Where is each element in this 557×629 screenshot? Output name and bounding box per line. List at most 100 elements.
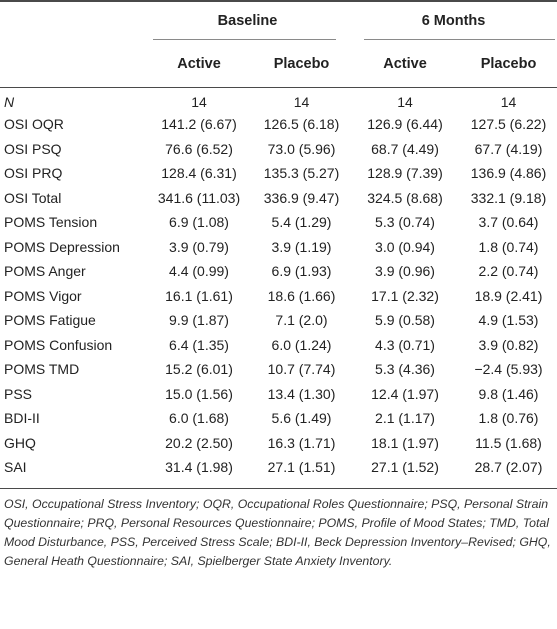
row-label: GHQ [4, 434, 36, 451]
table-cell: 135.3 (5.27) [263, 165, 340, 182]
table-cell: 6.9 (1.93) [271, 263, 332, 280]
table-cell: 28.7 (2.07) [474, 459, 543, 476]
table-top-rule [0, 0, 557, 2]
group-header-baseline-underline [153, 39, 336, 40]
header-blank-cell [0, 2, 145, 40]
table-cell: 4.9 (1.53) [478, 312, 539, 329]
table-cell: 2.2 (0.74) [478, 263, 539, 280]
results-table: Baseline 6 Months Active Placebo Active … [0, 2, 557, 480]
table-row: POMS Anger 4.4 (0.99) 6.9 (1.93) 3.9 (0.96)… [0, 259, 557, 284]
group-header-6-months-underline [364, 39, 556, 40]
sub-header-6-months-active: Active [350, 40, 460, 88]
table-cell: 15.0 (1.56) [165, 385, 233, 402]
table-row: OSI OQR 141.2 (6.67) 126.5 (6.18) 126.9 (6.… [0, 112, 557, 137]
table-row: GHQ 20.2 (2.50) 16.3 (1.71) 18.1 (1.97) 11.5… [0, 431, 557, 456]
table-row: SAI 31.4 (1.98) 27.1 (1.51) 27.1 (1.52) 28.7… [0, 455, 557, 480]
table-cell: 16.3 (1.71) [267, 434, 336, 451]
table-footnote: OSI, Occupational Stress Inventory; OQR,… [4, 497, 551, 568]
table-cell: −2.4 (5.93) [474, 361, 543, 378]
table-cell: 3.9 (0.96) [375, 263, 435, 280]
group-header-baseline-label: Baseline [217, 13, 278, 29]
table-cell: 9.8 (1.46) [478, 385, 539, 402]
table-row: OSI PRQ 128.4 (6.31) 135.3 (5.27) 128.9 (7.… [0, 161, 557, 186]
row-label: OSI Total [4, 189, 62, 206]
table-cell: 5.9 (0.58) [375, 312, 435, 329]
row-label: BDI-II [4, 410, 40, 427]
row-label: SAI [4, 459, 27, 476]
table-row: POMS Depression 3.9 (0.79) 3.9 (1.19) 3.0 (… [0, 235, 557, 260]
table-cell: 76.6 (6.52) [165, 140, 233, 157]
table-cell: 5.3 (0.74) [375, 214, 435, 231]
table-cell: 14 [293, 94, 310, 110]
table-row: POMS Vigor 16.1 (1.61) 18.6 (1.66) 17.1 (2.… [0, 284, 557, 309]
table-cell: 126.5 (6.18) [263, 116, 340, 133]
row-label: POMS Tension [4, 214, 98, 231]
table-cell: 128.4 (6.31) [161, 165, 237, 182]
group-header-6-months-label: 6 Months [421, 13, 486, 29]
table-row: POMS Tension 6.9 (1.08) 5.4 (1.29) 5.3 (0.7… [0, 210, 557, 235]
table-cell: 6.9 (1.08) [169, 214, 229, 231]
table-cell: 67.7 (4.19) [474, 140, 543, 157]
table-cell: 126.9 (6.44) [367, 116, 443, 133]
group-header-6-months: 6 Months [350, 2, 557, 40]
row-label: OSI PRQ [4, 165, 63, 182]
table-cell: 6.0 (1.24) [271, 336, 332, 353]
table-row: N 14 14 14 14 [0, 88, 557, 113]
table-cell: 324.5 (8.68) [367, 189, 443, 206]
row-label: POMS Depression [4, 238, 120, 255]
table-row: PSS 15.0 (1.56) 13.4 (1.30) 12.4 (1.97) 9.8 … [0, 382, 557, 407]
table-cell: 18.6 (1.66) [267, 287, 336, 304]
table-cell: 12.4 (1.97) [371, 385, 439, 402]
table-cell: 4.3 (0.71) [375, 336, 435, 353]
table-cell: 5.6 (1.49) [271, 410, 332, 427]
group-header-row: Baseline 6 Months [0, 2, 557, 40]
table-cell: 3.9 (0.79) [169, 238, 229, 255]
table-cell: 31.4 (1.98) [165, 459, 233, 476]
row-label: POMS Vigor [4, 287, 82, 304]
table-cell: 10.7 (7.74) [267, 361, 336, 378]
table-cell: 336.9 (9.47) [263, 189, 340, 206]
table-cell: 9.9 (1.87) [169, 312, 229, 329]
sub-header-baseline-active: Active [145, 40, 253, 88]
table-row: POMS TMD 15.2 (6.01) 10.7 (7.74) 5.3 (4.36)… [0, 357, 557, 382]
table-row: OSI PSQ 76.6 (6.52) 73.0 (5.96) 68.7 (4.49)… [0, 137, 557, 162]
sub-header-blank-cell [0, 40, 145, 88]
table-cell: 7.1 (2.0) [275, 312, 328, 329]
table-row: BDI-II 6.0 (1.68) 5.6 (1.49) 2.1 (1.17) 1.8 … [0, 406, 557, 431]
table-cell: 332.1 (9.18) [470, 189, 547, 206]
table-row: OSI Total 341.6 (11.03) 336.9 (9.47) 324.5 … [0, 186, 557, 211]
row-label: POMS Anger [4, 263, 86, 280]
table-cell: 14 [191, 94, 207, 110]
table-cell: 136.9 (4.86) [470, 165, 547, 182]
table-cell: 5.3 (4.36) [375, 361, 435, 378]
sub-header-row: Active Placebo Active Placebo [0, 40, 557, 88]
table-cell: 3.9 (1.19) [271, 238, 332, 255]
table-cell: 127.5 (6.22) [470, 116, 547, 133]
table-cell: 5.4 (1.29) [271, 214, 332, 231]
table-cell: 20.2 (2.50) [165, 434, 233, 451]
sub-header-6-months-placebo: Placebo [460, 40, 557, 88]
row-label: OSI OQR [4, 116, 64, 133]
table-bottom-rule [0, 488, 557, 489]
table-cell: 2.1 (1.17) [375, 410, 435, 427]
sub-header-baseline-placebo: Placebo [253, 40, 350, 88]
table-cell: 11.5 (1.68) [475, 434, 542, 451]
table-cell: 3.9 (0.82) [478, 336, 539, 353]
row-label: POMS TMD [4, 361, 80, 378]
table-cell: 3.7 (0.64) [478, 214, 539, 231]
row-label: POMS Confusion [4, 336, 113, 353]
table-row: POMS Fatigue 9.9 (1.87) 7.1 (2.0) 5.9 (0.58… [0, 308, 557, 333]
table-row: POMS Confusion 6.4 (1.35) 6.0 (1.24) 4.3 (0… [0, 333, 557, 358]
row-label: POMS Fatigue [4, 312, 96, 329]
table-cell: 6.0 (1.68) [169, 410, 229, 427]
table-cell: 27.1 (1.52) [371, 459, 439, 476]
table-cell: 341.6 (11.03) [157, 189, 241, 206]
table-cell: 18.9 (2.41) [474, 287, 543, 304]
table-cell: 14 [500, 94, 517, 110]
table-cell: 4.4 (0.99) [169, 263, 229, 280]
row-label: N [4, 94, 15, 110]
table-body: N 14 14 14 14 OSI OQR 141.2 (6.67) 126.5 (6.18)… [0, 88, 557, 480]
table-cell: 68.7 (4.49) [371, 140, 439, 157]
table-cell: 16.1 (1.61) [165, 287, 233, 304]
